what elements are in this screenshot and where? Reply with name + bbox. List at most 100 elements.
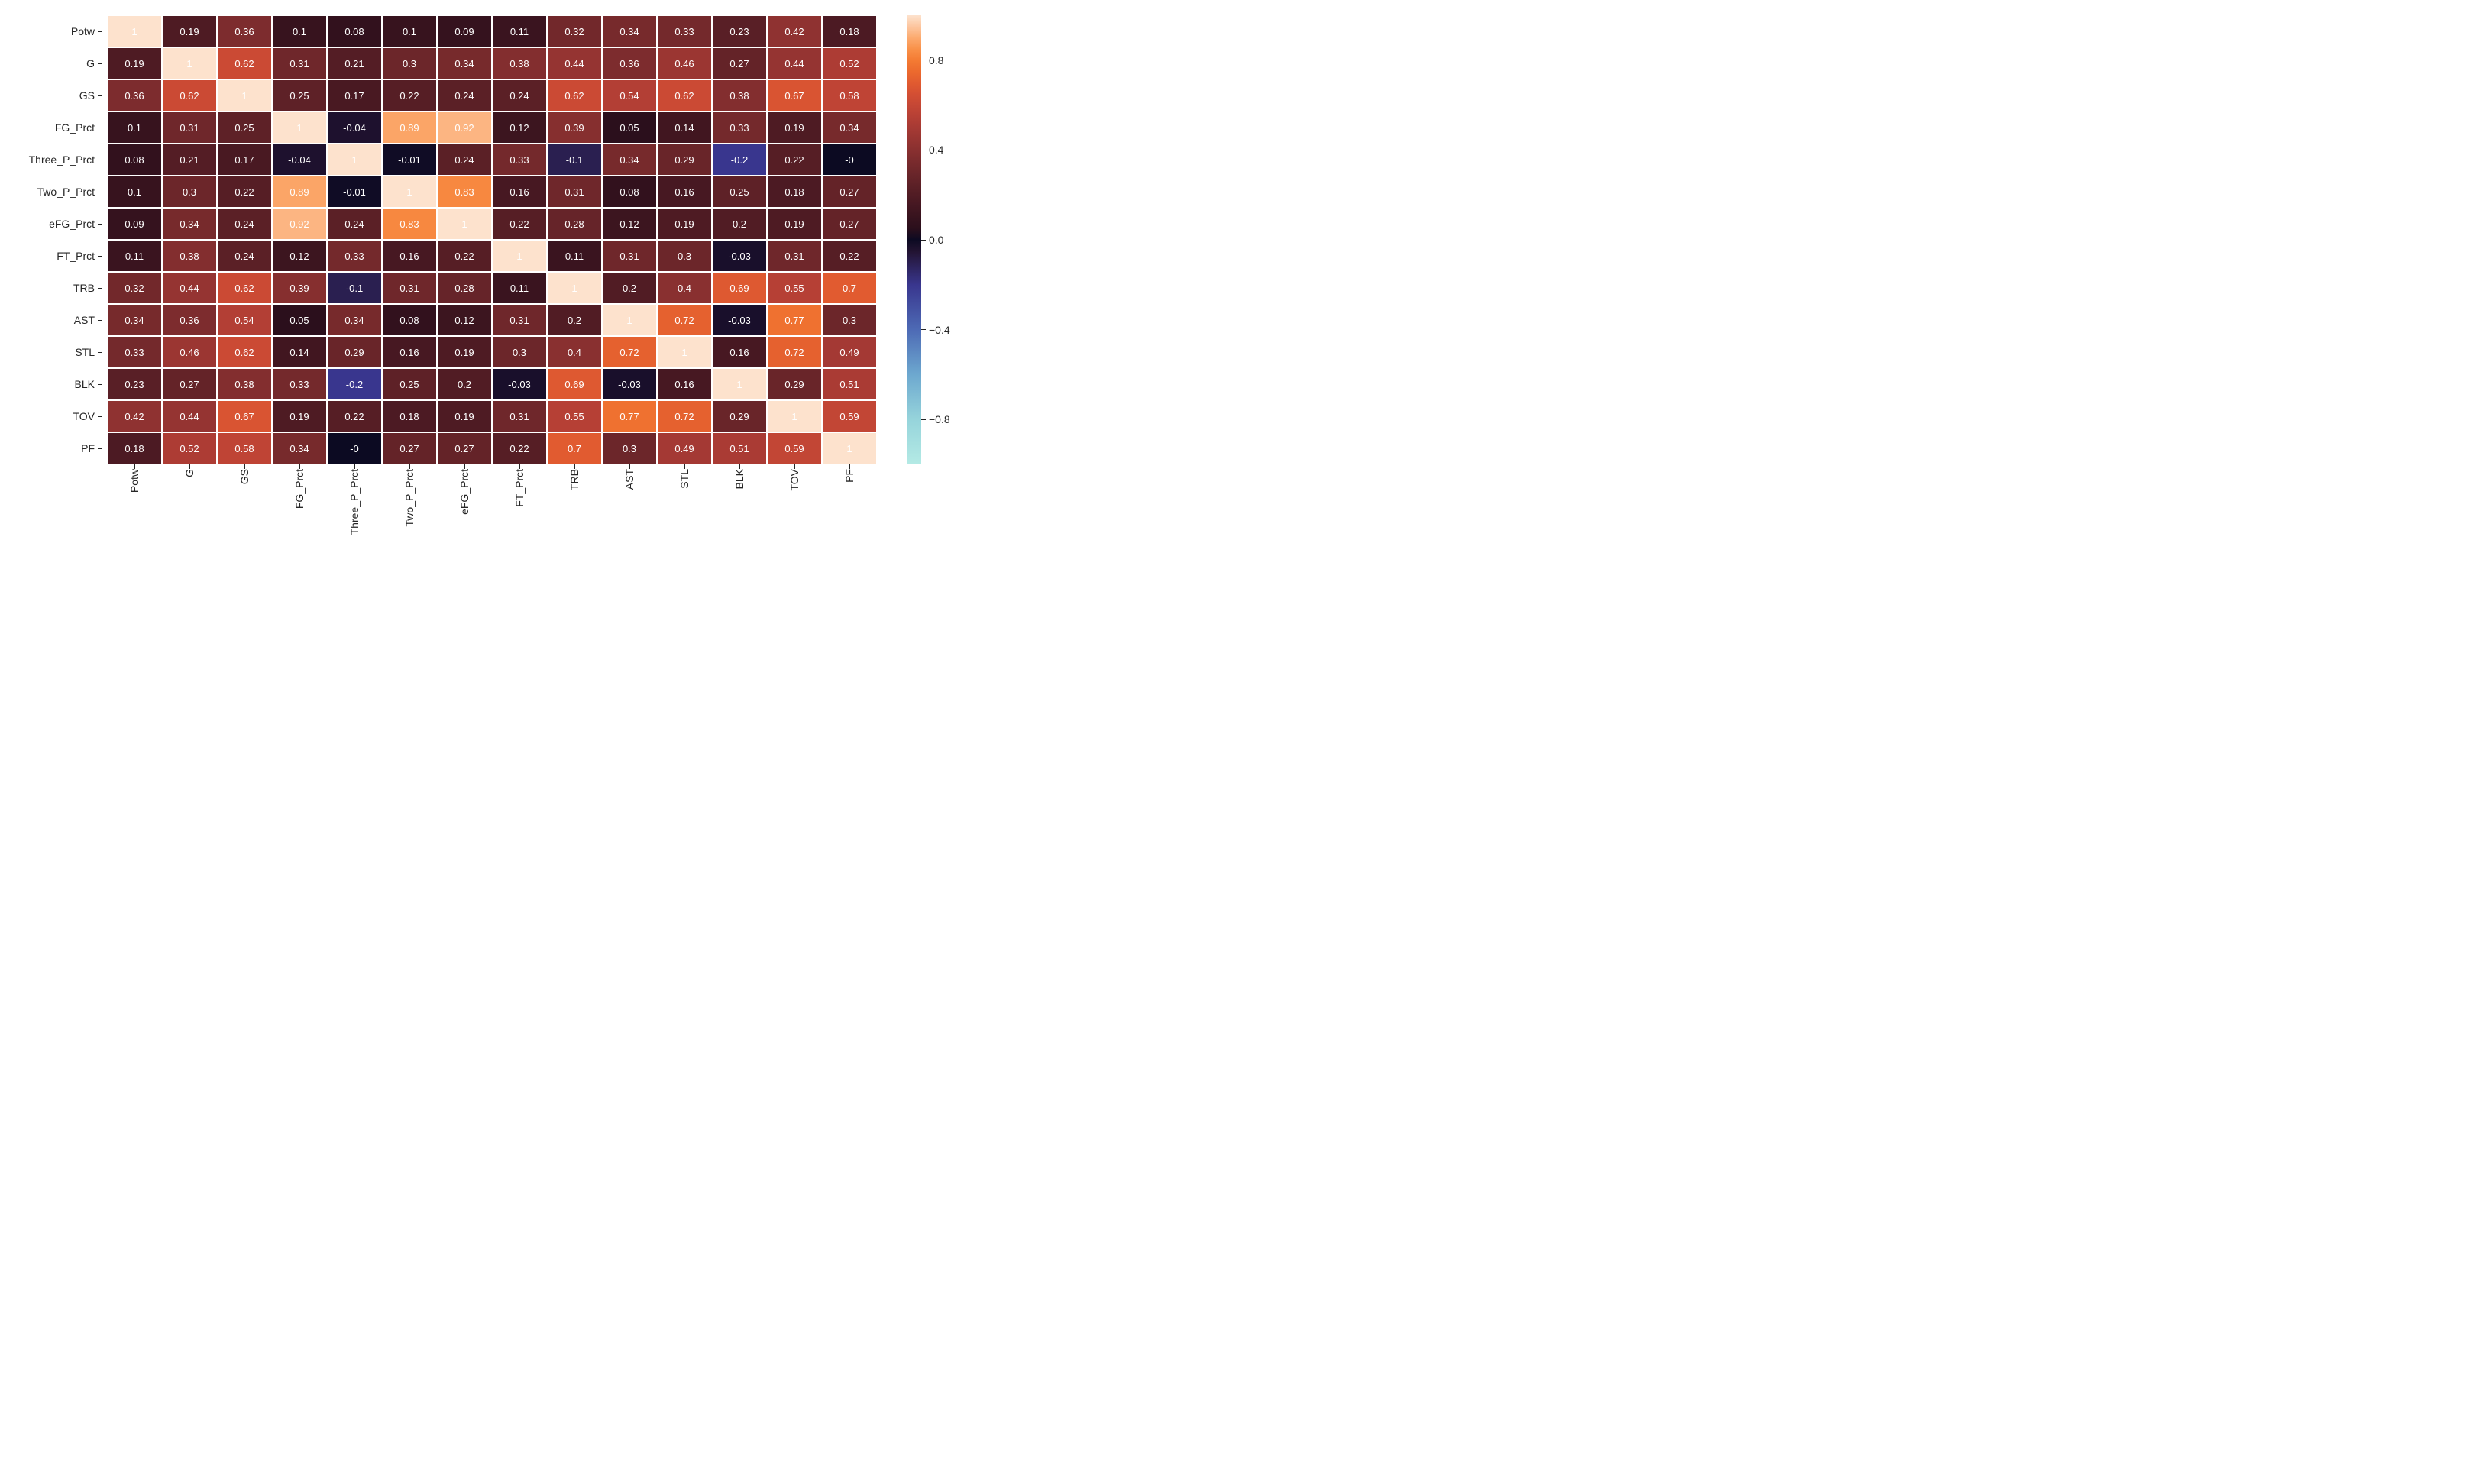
y-axis-label: Potw	[15, 15, 107, 47]
heatmap-cell: -0.04	[272, 144, 327, 176]
heatmap-cell: 0.39	[272, 272, 327, 304]
heatmap-cell: 0.11	[492, 272, 547, 304]
heatmap-cell: 0.3	[382, 47, 437, 79]
heatmap-cell: 0.22	[327, 400, 382, 432]
heatmap-cell: 0.42	[107, 400, 162, 432]
heatmap-cell: 0.51	[712, 432, 767, 464]
heatmap-cell: 0.58	[217, 432, 272, 464]
heatmap-cell: 1	[712, 368, 767, 400]
heatmap-cell: 0.28	[437, 272, 492, 304]
heatmap-cell: 0.17	[217, 144, 272, 176]
heatmap-cell: 0.33	[327, 240, 382, 272]
heatmap-cell: 0.1	[382, 15, 437, 47]
heatmap-cell: -0.01	[382, 144, 437, 176]
heatmap-cell: 0.7	[547, 432, 602, 464]
heatmap-cell: 0.14	[657, 112, 712, 144]
heatmap-cell: 0.31	[492, 304, 547, 336]
heatmap-cell: 0.62	[162, 79, 217, 112]
heatmap-cell: 0.36	[162, 304, 217, 336]
heatmap-cell: -0.03	[602, 368, 657, 400]
x-axis-label: PF	[822, 464, 877, 564]
x-axis-labels: PotwGGSFG_PrctThree_P_PrctTwo_P_PrcteFG_…	[107, 464, 877, 564]
x-axis-label: GS	[217, 464, 272, 564]
heatmap-cell: 0.08	[107, 144, 162, 176]
heatmap-cell: 0.22	[492, 432, 547, 464]
heatmap-cell: 0.3	[822, 304, 877, 336]
heatmap-cell: 0.34	[822, 112, 877, 144]
heatmap-cell: 0.16	[382, 240, 437, 272]
heatmap-cell: 0.05	[602, 112, 657, 144]
heatmap-cell: 0.46	[162, 336, 217, 368]
heatmap-cell: 0.59	[822, 400, 877, 432]
heatmap-cell: 0.2	[437, 368, 492, 400]
heatmap-cell: 0.12	[437, 304, 492, 336]
heatmap-cell: 1	[767, 400, 822, 432]
heatmap-cell: 0.25	[217, 112, 272, 144]
x-axis-label: BLK	[712, 464, 767, 564]
heatmap-cell: 0.34	[107, 304, 162, 336]
heatmap-cell: 0.34	[437, 47, 492, 79]
heatmap-cell: 0.62	[217, 336, 272, 368]
heatmap-cell: 0.18	[822, 15, 877, 47]
heatmap-cell: 0.51	[822, 368, 877, 400]
heatmap-cell: 0.19	[162, 15, 217, 47]
heatmap-cell: 0.19	[437, 400, 492, 432]
y-axis-label: Three_P_Prct	[15, 144, 107, 176]
y-axis-label: GS	[15, 79, 107, 112]
heatmap-cell: 0.72	[602, 336, 657, 368]
y-axis-label: G	[15, 47, 107, 79]
heatmap-cell: 0.34	[602, 15, 657, 47]
heatmap-cell: 0.54	[217, 304, 272, 336]
heatmap-cell: 0.27	[712, 47, 767, 79]
heatmap-cell: 0.46	[657, 47, 712, 79]
heatmap-cell: 0.08	[602, 176, 657, 208]
heatmap-cell: 0.21	[327, 47, 382, 79]
heatmap-cell: 0.24	[217, 208, 272, 240]
heatmap-cell: 0.2	[712, 208, 767, 240]
heatmap-cell: 0.12	[272, 240, 327, 272]
heatmap-cell: 0.34	[327, 304, 382, 336]
heatmap-cell: -0.03	[492, 368, 547, 400]
chart-container: PotwGGSFG_PrctThree_P_PrctTwo_P_PrcteFG_…	[15, 15, 2456, 564]
heatmap-cell: 0.11	[547, 240, 602, 272]
x-axis-label: FT_Prct	[492, 464, 547, 564]
heatmap-cell: 0.67	[217, 400, 272, 432]
heatmap-cell: 1	[327, 144, 382, 176]
heatmap-cell: 0.21	[162, 144, 217, 176]
heatmap-cell: 0.12	[492, 112, 547, 144]
heatmap-cell: 0.2	[602, 272, 657, 304]
y-axis-label: STL	[15, 336, 107, 368]
heatmap-cell: 0.29	[657, 144, 712, 176]
heatmap-cell: 0.29	[712, 400, 767, 432]
heatmap-cell: 0.42	[767, 15, 822, 47]
heatmap-cell: 0.09	[107, 208, 162, 240]
heatmap-cell: 0.16	[657, 176, 712, 208]
heatmap-cell: 0.22	[437, 240, 492, 272]
heatmap-cell: -0.03	[712, 304, 767, 336]
heatmap-cell: 0.24	[437, 79, 492, 112]
heatmap-cell: 0.31	[272, 47, 327, 79]
heatmap-cell: 1	[217, 79, 272, 112]
heatmap-cell: 0.36	[107, 79, 162, 112]
y-axis-label: TOV	[15, 400, 107, 432]
y-axis-label: PF	[15, 432, 107, 464]
heatmap-cell: 0.3	[602, 432, 657, 464]
heatmap-cell: 0.14	[272, 336, 327, 368]
colorbar-tick: 0.4	[921, 144, 943, 156]
heatmap-cell: 0.33	[712, 112, 767, 144]
heatmap-cell: 0.19	[107, 47, 162, 79]
heatmap-cell: 0.28	[547, 208, 602, 240]
heatmap-cell: 0.34	[162, 208, 217, 240]
heatmap-cell: 0.31	[162, 112, 217, 144]
heatmap-cell: 0.25	[382, 368, 437, 400]
heatmap-cell: 0.32	[547, 15, 602, 47]
heatmap-cell: 1	[492, 240, 547, 272]
heatmap-cell: 0.38	[162, 240, 217, 272]
heatmap-cell: 0.32	[107, 272, 162, 304]
heatmap-cell: 0.31	[602, 240, 657, 272]
y-axis-labels: PotwGGSFG_PrctThree_P_PrctTwo_P_PrcteFG_…	[15, 15, 107, 464]
heatmap-cell: 0.34	[602, 144, 657, 176]
heatmap-cell: 0.27	[822, 208, 877, 240]
heatmap: PotwGGSFG_PrctThree_P_PrctTwo_P_PrcteFG_…	[15, 15, 877, 564]
heatmap-cell: 1	[547, 272, 602, 304]
